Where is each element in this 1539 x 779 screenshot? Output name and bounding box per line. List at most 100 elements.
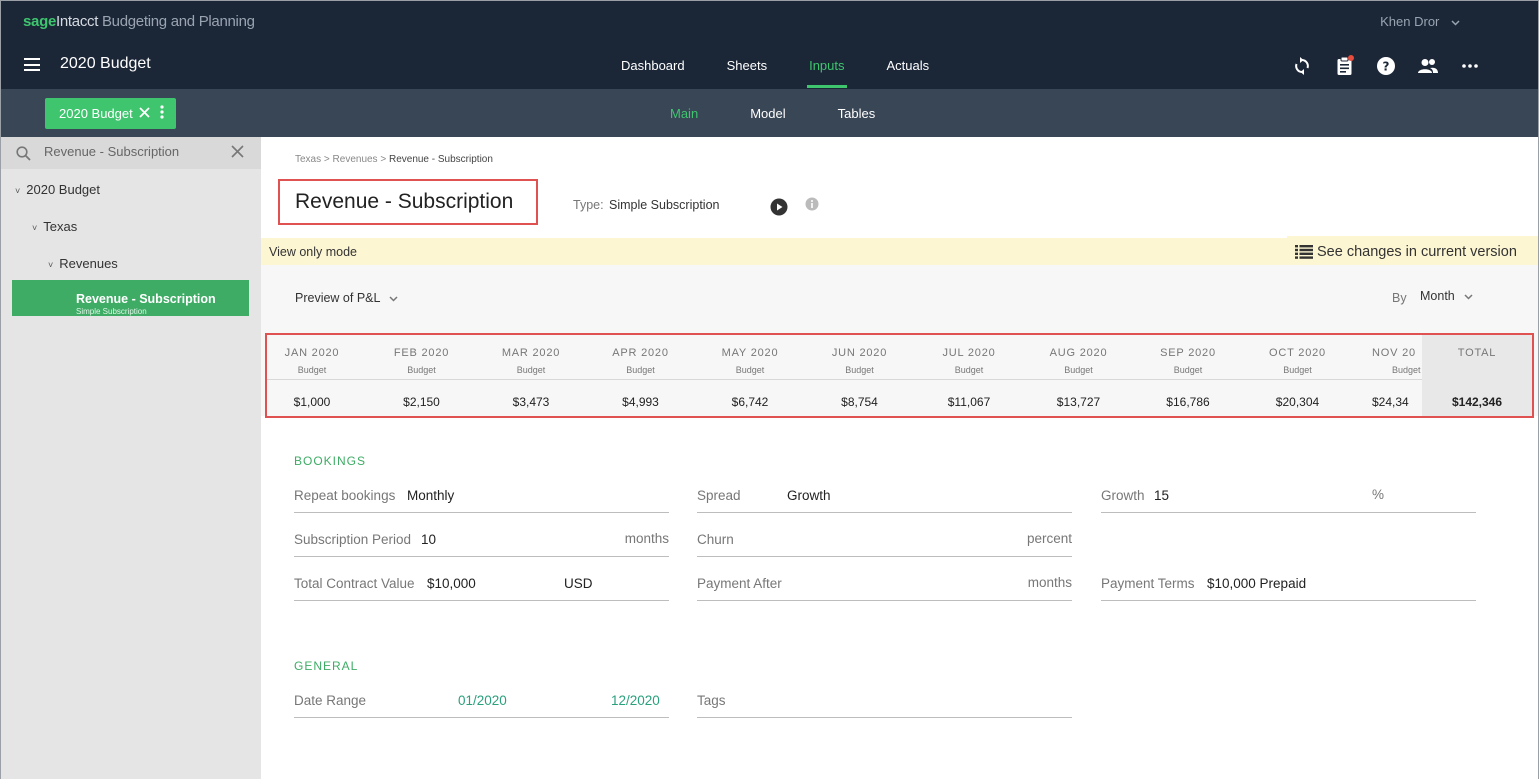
search-icon [16, 146, 31, 166]
month-header: MAY 2020 [721, 347, 779, 359]
repeat-bookings-field[interactable]: Repeat bookings Monthly [294, 479, 669, 513]
month-column: JAN 2020 Budget $1,000 [267, 335, 367, 416]
month-value: $2,150 [403, 395, 440, 409]
field-unit: months [1027, 575, 1072, 590]
churn-field[interactable]: Churn percent [697, 523, 1072, 557]
spread-field[interactable]: Spread Growth [697, 479, 1072, 513]
field-label: Payment Terms [1101, 576, 1195, 591]
top-bar: sageIntacct Budgeting and Planning Khen … [1, 1, 1538, 89]
tree-item-2020-budget[interactable]: ˅ 2020 Budget [15, 182, 100, 197]
subscription-period-field[interactable]: Subscription Period 10 months [294, 523, 669, 557]
by-dropdown[interactable]: Month [1420, 289, 1473, 303]
field-label: Growth [1101, 488, 1145, 503]
page-title-highlight: Revenue - Subscription [278, 179, 538, 225]
month-value: $20,304 [1275, 395, 1320, 409]
kebab-menu-icon[interactable] [160, 105, 164, 122]
caret-down-icon: ˅ [48, 260, 54, 270]
month-value: $4,993 [622, 395, 659, 409]
play-icon[interactable] [770, 198, 788, 221]
tab-model[interactable]: Model [750, 106, 786, 121]
brand-logo[interactable]: sageIntacct Budgeting and Planning [23, 13, 255, 30]
month-value: $11,067 [947, 395, 991, 409]
month-value: $1,000 [293, 395, 331, 409]
month-sub: Budget [735, 365, 765, 375]
month-column: FEB 2020 Budget $2,150 [367, 335, 477, 416]
general-section-title: GENERAL [294, 659, 359, 673]
month-column: APR 2020 Budget $4,993 [586, 335, 696, 416]
budget-title: 2020 Budget [60, 55, 151, 72]
tab-main[interactable]: Main [670, 106, 699, 121]
info-icon[interactable] [805, 197, 819, 216]
field-unit: % [1371, 487, 1384, 502]
total-contract-value-field[interactable]: Total Contract Value $10,000 USD [294, 567, 669, 601]
total-header: TOTAL [1457, 347, 1497, 359]
month-header: JAN 2020 [284, 347, 340, 359]
bookings-section-title: BOOKINGS [294, 454, 367, 468]
view-only-label: View only mode [269, 245, 358, 259]
total-value: $142,346 [1451, 395, 1503, 409]
tree-item-revenues[interactable]: ˅ Revenues [48, 256, 118, 271]
field-value: Monthly [407, 488, 455, 503]
month-column: MAR 2020 Budget $3,473 [476, 335, 586, 416]
see-changes-button[interactable]: See changes in current version [1287, 236, 1538, 267]
nav-sheets[interactable]: Sheets [726, 58, 768, 73]
month-header: JUL 2020 [942, 347, 996, 359]
more-options-icon[interactable] [1460, 56, 1480, 76]
user-menu[interactable]: Khen Dror [1380, 14, 1460, 29]
month-column: JUN 2020 Budget $8,754 [805, 335, 915, 416]
budget-chip[interactable]: 2020 Budget [45, 98, 176, 129]
month-sub: Budget [626, 365, 655, 375]
payment-after-field[interactable]: Payment After months [697, 567, 1072, 601]
by-value: Month [1420, 289, 1455, 303]
payment-terms-field[interactable]: Payment Terms $10,000 Prepaid [1101, 567, 1476, 601]
hamburger-menu-icon[interactable] [24, 58, 40, 71]
month-column: AUG 2020 Budget $13,727 [1024, 335, 1134, 416]
month-value: $16,786 [1166, 395, 1210, 409]
sync-icon[interactable] [1292, 56, 1312, 76]
month-sub: Budget [1392, 365, 1421, 375]
field-unit: percent [1026, 531, 1072, 546]
month-header: MAR 2020 [501, 347, 561, 359]
chevron-down-icon [389, 294, 399, 305]
growth-field[interactable]: Growth 15 % [1101, 479, 1476, 513]
date-range-field[interactable]: Date Range 01/2020 12/2020 [294, 684, 669, 718]
brand-sage: sage [23, 13, 56, 30]
breadcrumb: Texas > Revenues > Revenue - Subscriptio… [295, 154, 493, 165]
month-header: AUG 2020 [1049, 347, 1108, 359]
nav-dashboard[interactable]: Dashboard [621, 58, 685, 73]
field-label: Subscription Period [294, 532, 412, 547]
main-nav: Dashboard Sheets Inputs Actuals [621, 58, 971, 88]
field-unit: USD [564, 576, 593, 591]
breadcrumb-texas[interactable]: Texas [295, 154, 322, 165]
breadcrumb-revenues[interactable]: Revenues [332, 154, 378, 165]
users-icon[interactable] [1418, 56, 1438, 76]
clear-search-icon[interactable] [231, 145, 244, 163]
month-value: $3,473 [512, 395, 550, 409]
tab-tables[interactable]: Tables [837, 106, 876, 121]
main-content: Texas > Revenues > Revenue - Subscriptio… [261, 137, 1538, 779]
tree-item-texas[interactable]: ˅ Texas [32, 219, 77, 234]
help-icon[interactable]: ? [1376, 56, 1396, 76]
nav-inputs[interactable]: Inputs [807, 58, 847, 88]
month-sub: Budget [407, 365, 436, 375]
preview-dropdown[interactable]: Preview of P&L [295, 291, 399, 305]
preview-label: Preview of P&L [295, 291, 380, 305]
month-sub: Budget [516, 365, 546, 375]
tags-field[interactable]: Tags [697, 684, 1072, 718]
clipboard-icon[interactable] [1334, 55, 1354, 76]
nav-actuals[interactable]: Actuals [886, 58, 930, 73]
search-input[interactable] [44, 144, 214, 159]
field-value: 10 [421, 532, 437, 547]
date-end[interactable]: 12/2020 [611, 693, 660, 708]
close-icon[interactable] [139, 105, 150, 122]
page-title: Revenue - Subscription [295, 190, 514, 213]
breadcrumb-current: Revenue - Subscription [388, 154, 493, 165]
month-header: OCT 2020 [1269, 347, 1326, 359]
date-start[interactable]: 01/2020 [458, 693, 507, 708]
field-label: Total Contract Value [294, 576, 415, 591]
month-header: JUN 2020 [831, 347, 888, 359]
type-label: Type: [573, 198, 604, 212]
field-value: Growth [787, 488, 831, 503]
tree-item-revenue-subscription[interactable]: Revenue - Subscription Simple Subscripti… [12, 280, 249, 316]
month-header: APR 2020 [612, 347, 669, 359]
